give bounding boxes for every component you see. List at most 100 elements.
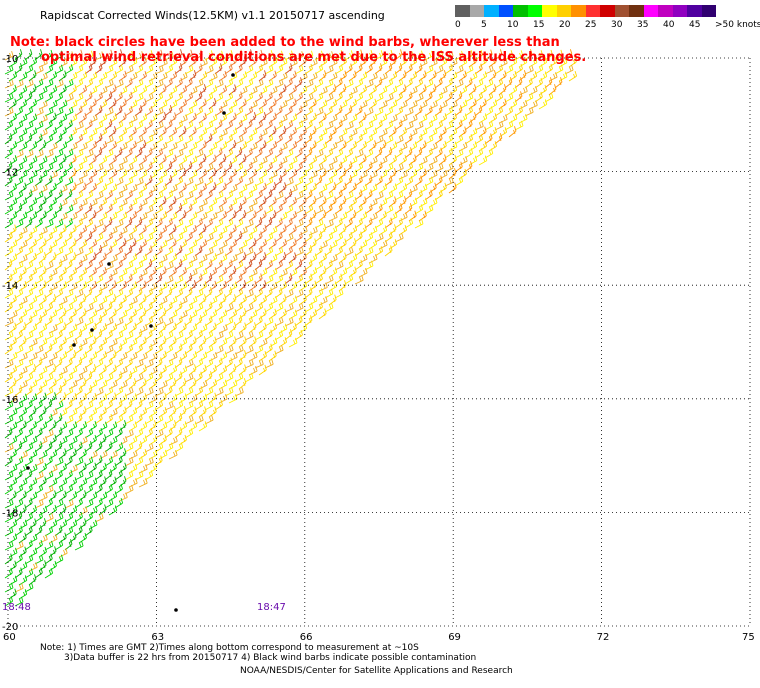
wind-barb bbox=[138, 336, 147, 348]
wind-barb bbox=[184, 148, 194, 159]
wind-barb bbox=[138, 294, 147, 306]
wind-barb bbox=[168, 57, 178, 68]
wind-barb bbox=[234, 218, 244, 229]
wind-barb bbox=[44, 540, 54, 551]
wind-barb bbox=[14, 371, 24, 383]
wind-barb bbox=[148, 169, 158, 180]
wind-barb bbox=[158, 254, 168, 264]
wind-barb bbox=[148, 128, 158, 138]
wind-barb bbox=[248, 155, 258, 166]
wind-barb bbox=[448, 85, 458, 96]
wind-barb bbox=[144, 204, 154, 215]
wind-barb bbox=[304, 273, 313, 285]
colorbar-label: 20 bbox=[559, 20, 571, 30]
wind-barb bbox=[168, 126, 178, 138]
wind-barb bbox=[84, 259, 93, 271]
wind-barb bbox=[14, 316, 24, 327]
wind-barb bbox=[24, 582, 34, 593]
wind-barb bbox=[214, 387, 224, 397]
wind-barb bbox=[268, 295, 278, 306]
latitude-label: -14 bbox=[2, 281, 18, 292]
wind-barb bbox=[498, 127, 508, 138]
wind-barb bbox=[354, 189, 363, 201]
wind-barb bbox=[288, 238, 297, 250]
wind-barb bbox=[218, 225, 228, 236]
wind-barb bbox=[14, 92, 24, 103]
wind-barb bbox=[278, 72, 288, 82]
wind-barb bbox=[314, 134, 324, 145]
wind-barb bbox=[398, 56, 407, 68]
wind-barb bbox=[224, 287, 233, 299]
wind-barb bbox=[48, 126, 58, 138]
wind-barb bbox=[224, 78, 234, 89]
wind-barb bbox=[258, 156, 268, 166]
wind-barb bbox=[168, 309, 178, 320]
wind-barb bbox=[44, 413, 53, 425]
wind-barb bbox=[184, 161, 193, 173]
wind-barb bbox=[148, 378, 157, 390]
wind-barb bbox=[158, 406, 168, 418]
wind-barb bbox=[78, 127, 88, 138]
wind-barb bbox=[508, 57, 518, 68]
wind-barb bbox=[188, 309, 198, 320]
wind-barb bbox=[188, 421, 198, 432]
wind-barb bbox=[58, 197, 68, 208]
wind-barb bbox=[84, 119, 93, 131]
wind-barb bbox=[468, 141, 478, 152]
wind-barb bbox=[328, 196, 337, 208]
wind-barb bbox=[168, 351, 178, 362]
wind-barb bbox=[24, 176, 34, 187]
wind-barb bbox=[398, 126, 407, 138]
wind-barb bbox=[268, 267, 278, 278]
wind-barb bbox=[104, 288, 114, 299]
wind-barb bbox=[238, 71, 248, 82]
wind-barb bbox=[94, 343, 104, 355]
wind-barb bbox=[348, 140, 357, 152]
wind-barb bbox=[34, 120, 44, 131]
wind-barb bbox=[14, 427, 23, 439]
wind-barb bbox=[38, 518, 47, 530]
wind-barb bbox=[568, 56, 577, 68]
wind-barb bbox=[114, 134, 124, 145]
wind-barb bbox=[184, 386, 194, 397]
wind-barb bbox=[408, 197, 418, 208]
wind-barb bbox=[298, 126, 307, 138]
colorbar-swatch bbox=[484, 5, 499, 17]
wind-barb bbox=[134, 302, 144, 313]
wind-barb bbox=[528, 57, 538, 68]
wind-barb bbox=[138, 183, 148, 194]
wind-barb bbox=[258, 169, 268, 180]
wind-barb bbox=[94, 78, 104, 89]
wind-barb bbox=[364, 232, 374, 243]
wind-barb bbox=[358, 183, 368, 194]
wind-barb bbox=[168, 238, 177, 250]
wind-barb bbox=[228, 336, 237, 348]
wind-barb bbox=[98, 462, 107, 474]
wind-barb bbox=[308, 126, 317, 138]
wind-barb bbox=[244, 246, 254, 257]
wind-barb bbox=[108, 308, 117, 320]
wind-barb bbox=[164, 414, 174, 425]
wind-barb bbox=[334, 161, 343, 173]
wind-barb bbox=[248, 112, 257, 124]
wind-barb bbox=[38, 476, 47, 488]
wind-barb bbox=[378, 239, 388, 250]
wind-barb bbox=[244, 302, 254, 313]
wind-barb bbox=[308, 72, 318, 82]
wind-barb bbox=[548, 72, 558, 82]
wind-barb bbox=[128, 337, 138, 348]
wind-barb bbox=[528, 100, 538, 110]
wind-barb bbox=[448, 141, 458, 152]
wind-barb bbox=[224, 330, 234, 341]
wind-barb bbox=[8, 505, 18, 516]
wind-barb bbox=[58, 126, 67, 138]
wind-barb bbox=[194, 329, 203, 341]
wind-barb bbox=[234, 135, 244, 145]
wind-barb bbox=[88, 238, 98, 250]
wind-barb bbox=[218, 182, 227, 194]
wind-barb bbox=[108, 226, 118, 236]
wind-barb bbox=[54, 554, 64, 565]
wind-barb bbox=[314, 107, 324, 117]
wind-barb bbox=[158, 72, 168, 82]
wind-barb bbox=[94, 147, 103, 159]
